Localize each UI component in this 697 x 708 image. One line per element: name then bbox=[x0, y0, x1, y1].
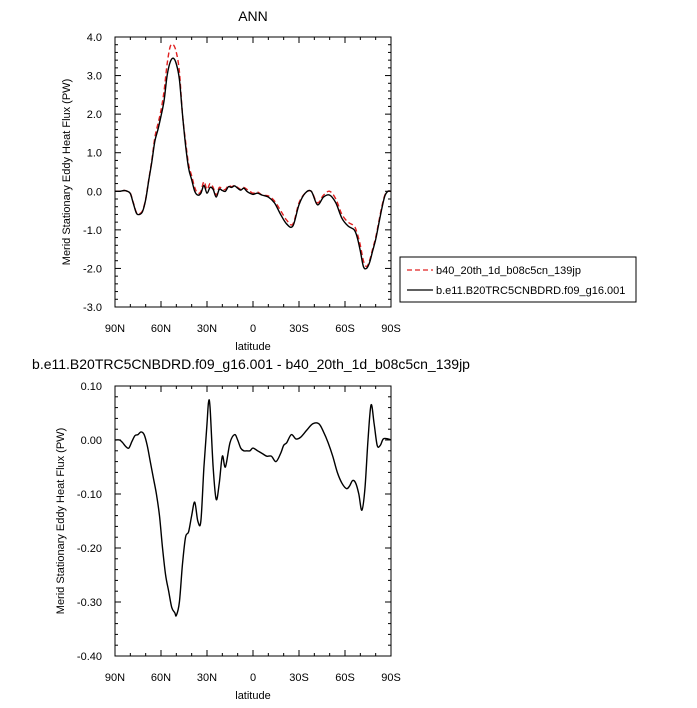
panel-2-title: b.e11.B20TRC5CNBDRD.f09_g16.001 - b40_20… bbox=[32, 356, 470, 372]
panel-2-series-group bbox=[114, 399, 392, 617]
x-tick-label: 0 bbox=[250, 672, 256, 684]
x-tick-label: 0 bbox=[250, 323, 256, 335]
x-tick-label: 30N bbox=[197, 672, 217, 684]
series-line-b-e11 bbox=[114, 57, 392, 270]
y-tick-label: -3.0 bbox=[83, 302, 102, 314]
x-tick-label: 60N bbox=[151, 323, 171, 335]
panel-2-plot-frame bbox=[114, 385, 392, 657]
x-tick-label: 90S bbox=[381, 323, 401, 335]
legend-label-b40: b40_20th_1d_b08c5cn_139jp bbox=[436, 265, 581, 277]
legend: b40_20th_1d_b08c5cn_139jp b.e11.B20TRC5C… bbox=[399, 256, 637, 303]
x-tick-label: 30N bbox=[197, 323, 217, 335]
x-tick-label: 90N bbox=[105, 323, 125, 335]
panel-2-tick-marks bbox=[114, 385, 392, 657]
panel-1-annual-heat-flux: ANN 90N 60N 30N 0 30S 60S 90S 4.0 3.0 2.0 1.0 0.0 -… bbox=[61, 8, 637, 353]
x-tick-label: 60S bbox=[335, 323, 355, 335]
series-line-b40 bbox=[114, 43, 392, 268]
legend-label-b-e11: b.e11.B20TRC5CNBDRD.f09_g16.001 bbox=[436, 285, 625, 297]
panel-1-y-axis-title: Merid Stationary Eddy Heat Flux (PW) bbox=[61, 79, 73, 265]
legend-box bbox=[399, 256, 637, 303]
panel-2-y-axis-title: Merid Stationary Eddy Heat Flux (PW) bbox=[55, 428, 67, 614]
series-line-difference bbox=[114, 399, 392, 617]
panel-1-y-tick-labels: 4.0 3.0 2.0 1.0 0.0 -1.0 -2.0 -3.0 bbox=[83, 32, 102, 314]
panel-2-y-tick-labels: 0.10 0.00 -0.10 -0.20 -0.30 -0.40 bbox=[77, 381, 102, 663]
panel-1-tick-marks bbox=[114, 36, 392, 308]
y-tick-label: -0.10 bbox=[77, 489, 102, 501]
x-tick-label: 60N bbox=[151, 672, 171, 684]
y-tick-label: -0.20 bbox=[77, 543, 102, 555]
y-tick-label: -2.0 bbox=[83, 263, 102, 275]
y-tick-label: 0.0 bbox=[87, 186, 102, 198]
y-tick-label: -1.0 bbox=[83, 225, 102, 237]
y-tick-label: 0.00 bbox=[81, 435, 102, 447]
panel-1-plot-frame bbox=[114, 36, 392, 308]
y-tick-label: 0.10 bbox=[81, 381, 102, 393]
panel-1-series-group bbox=[114, 43, 392, 270]
y-tick-label: 2.0 bbox=[87, 109, 102, 121]
panel-2-x-axis-title: latitude bbox=[235, 690, 270, 702]
x-tick-label: 60S bbox=[335, 672, 355, 684]
x-tick-label: 90N bbox=[105, 672, 125, 684]
y-tick-label: 3.0 bbox=[87, 71, 102, 83]
y-tick-label: -0.40 bbox=[77, 651, 102, 663]
panel-2-difference: b.e11.B20TRC5CNBDRD.f09_g16.001 - b40_20… bbox=[32, 356, 470, 702]
panel-1-x-tick-labels: 90N 60N 30N 0 30S 60S 90S bbox=[105, 323, 401, 335]
y-tick-label: 1.0 bbox=[87, 148, 102, 160]
panel-1-title: ANN bbox=[238, 8, 268, 24]
y-tick-label: 4.0 bbox=[87, 32, 102, 44]
panel-1-x-axis-title: latitude bbox=[235, 341, 270, 353]
x-tick-label: 90S bbox=[381, 672, 401, 684]
x-tick-label: 30S bbox=[289, 323, 309, 335]
x-tick-label: 30S bbox=[289, 672, 309, 684]
panel-2-x-tick-labels: 90N 60N 30N 0 30S 60S 90S bbox=[105, 672, 401, 684]
y-tick-label: -0.30 bbox=[77, 597, 102, 609]
